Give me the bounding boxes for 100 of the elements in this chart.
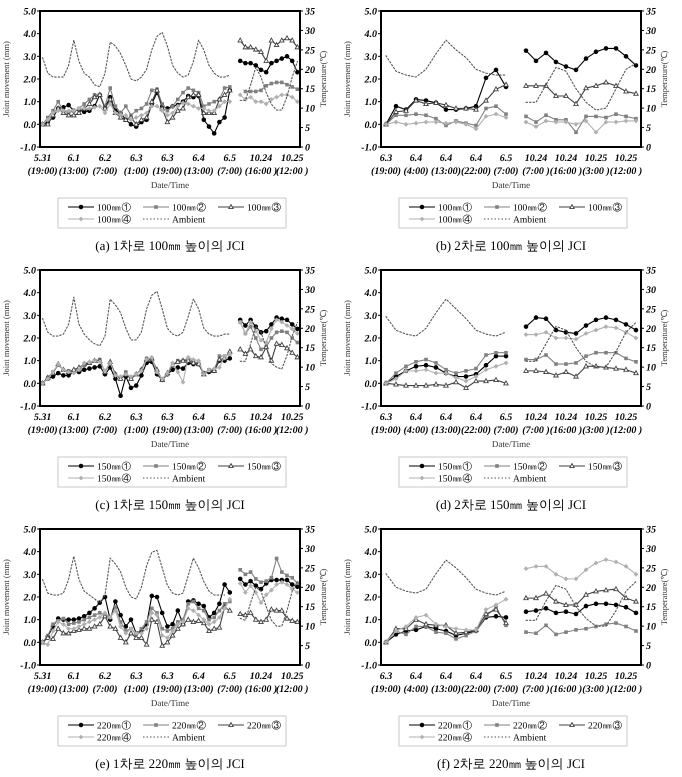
- legend-label: Ambient: [172, 734, 206, 744]
- text: (e) 1차로 220㎜ 높이의 JCI: [95, 756, 245, 771]
- y-tick-label: 1.0: [24, 356, 36, 368]
- y-axis-title: Joint movement (mm): [342, 559, 352, 635]
- x-tick-label: 10.25 (3:00 ): [582, 153, 610, 177]
- y2-tick-label: 35: [304, 266, 315, 276]
- y2-tick-label: 25: [304, 563, 315, 574]
- legend-label: Ambient: [513, 734, 547, 744]
- legend-label: 150㎜①: [97, 460, 132, 472]
- y-tick-label: 0.0: [364, 378, 377, 390]
- y-tick-label: 5.0: [24, 6, 36, 18]
- y2-tick-label: 30: [645, 284, 656, 296]
- y-axis-title: Joint movement (mm): [342, 41, 352, 117]
- x-tick-label: 6.3 (1:00): [124, 153, 149, 177]
- y2-tick-label: 0: [305, 660, 310, 672]
- x-tick-label: 6.3 (19:00): [152, 412, 182, 436]
- y-tick-label: 0.0: [24, 120, 36, 131]
- y2-tick-label: 25: [645, 563, 656, 574]
- x-tick-label: 10.25 (12:00 ): [276, 671, 308, 695]
- y-tick-label: 4.0: [22, 29, 36, 40]
- legend-label: 100㎜③: [588, 202, 622, 214]
- y-tick-label: -1.0: [20, 142, 36, 154]
- legend-label: 220㎜④: [97, 732, 132, 744]
- text: (c) 1차로 150㎜ 높이의 JCI: [95, 497, 245, 512]
- x-axis-title: Date/Time: [150, 439, 190, 449]
- y-tick-label: 5.0: [364, 266, 377, 276]
- y2-tick-label: 35: [645, 524, 656, 536]
- x-tick-label: 6.3 (19:00): [152, 671, 182, 695]
- x-tick-label: 6.3 (1:00): [124, 412, 149, 436]
- x-tick-label: 10.24 (16:00 ): [550, 153, 582, 177]
- legend-label: 150㎜④: [438, 472, 472, 484]
- legend-label: 100㎜①: [97, 202, 132, 214]
- y2-tick-label: 0: [646, 660, 651, 672]
- y2-tick-label: 25: [304, 304, 315, 316]
- legend-label: 220㎜③: [247, 720, 282, 732]
- y2-tick-label: 20: [304, 324, 315, 335]
- text: (d) 2차로 150㎜ 높이의 JCI: [436, 497, 586, 512]
- x-tick-label: 6.1 (13:00): [58, 412, 89, 436]
- x-tick-label: 10.25 (12:00 ): [276, 153, 308, 177]
- x-axis-title: Date/Time: [150, 180, 190, 190]
- y2-tick-label: 20: [645, 324, 656, 335]
- y-tick-label: 2.0: [22, 334, 36, 344]
- legend-label: 220㎜①: [438, 720, 472, 732]
- y2-tick-label: 30: [304, 26, 315, 37]
- y2-tick-label: 15: [305, 343, 315, 354]
- x-tick-label: 6.4 (13:00): [184, 412, 214, 436]
- legend-label: 100㎜②: [172, 202, 206, 214]
- y2-tick-label: 20: [645, 64, 656, 76]
- y-tick-label: 2.0: [364, 74, 377, 86]
- legend-label: Ambient: [513, 474, 547, 484]
- y-tick-label: 3.0: [22, 570, 36, 581]
- x-tick-label: 6.2 (7:00): [92, 671, 118, 695]
- y-tick-label: 0.0: [24, 638, 36, 649]
- y-tick-label: 1.0: [364, 356, 377, 368]
- x-tick-label: 10.24 (16:00 ): [550, 671, 582, 695]
- y-tick-label: 3.0: [364, 52, 377, 63]
- x-axis-title: Date/Time: [492, 180, 530, 190]
- y-tick-label: 3.0: [364, 310, 377, 322]
- y2-axis-title: Temperature(℃): [659, 310, 669, 366]
- legend-label: 100㎜②: [513, 202, 548, 214]
- legend-label: 100㎜③: [247, 202, 282, 214]
- y2-tick-label: 10: [305, 104, 315, 115]
- y2-tick-label: 15: [646, 343, 656, 354]
- x-tick-label: 6.4 (13:00): [431, 412, 461, 436]
- y-tick-label: -1.0: [20, 402, 36, 412]
- y2-axis-title: Temperature(℃): [659, 568, 669, 626]
- y2-tick-label: 5: [305, 641, 310, 652]
- y2-tick-label: 35: [645, 6, 656, 18]
- x-tick-label: 6.4 (13:00): [184, 153, 214, 177]
- x-tick-label: 5.31 (19:00): [28, 671, 58, 695]
- y2-tick-label: 0: [646, 402, 651, 412]
- text: (a) 1차로 100㎜ 높이의 JCI: [95, 238, 245, 253]
- y-tick-label: 4.0: [364, 29, 377, 40]
- y-axis-title: Joint movement (mm): [1, 41, 11, 117]
- y2-tick-label: 30: [304, 544, 315, 555]
- y2-tick-label: 0: [305, 402, 310, 412]
- y-axis-title: Joint movement (mm): [1, 300, 11, 376]
- y2-tick-label: 30: [645, 544, 656, 555]
- x-tick-label: 6.5 (7:00): [217, 153, 242, 177]
- x-tick-label: 10.25 (12:00 ): [276, 412, 308, 436]
- y-tick-label: 3.0: [22, 310, 36, 322]
- legend-label: 100㎜④: [97, 214, 132, 226]
- legend-label: 220㎜②: [172, 720, 206, 732]
- y2-tick-label: 10: [305, 622, 315, 633]
- x-tick-label: 6.4 (22:00): [461, 153, 491, 177]
- y2-tick-label: 15: [305, 84, 315, 96]
- y-axis-title: Joint movement (mm): [342, 300, 352, 376]
- legend-label: 220㎜②: [513, 720, 548, 732]
- x-tick-label: 6.3 (19:00): [371, 412, 401, 436]
- y-tick-label: -1.0: [361, 142, 377, 154]
- y-tick-label: 3.0: [364, 570, 377, 581]
- y2-tick-label: 30: [304, 284, 315, 296]
- x-tick-label: 6.4 (4:00): [404, 412, 428, 436]
- y2-tick-label: 5: [646, 382, 651, 394]
- y-tick-label: 4.0: [22, 547, 36, 558]
- x-tick-label: 6.4 (4:00): [404, 671, 428, 695]
- y-axis-title: Joint movement (mm): [1, 559, 11, 635]
- text: (f) 2차로 220㎜ 높이의 JCI: [436, 756, 586, 771]
- x-tick-label: 5.31 (19:00): [28, 412, 58, 436]
- x-tick-label: 10.24 (16:00 ): [244, 153, 278, 177]
